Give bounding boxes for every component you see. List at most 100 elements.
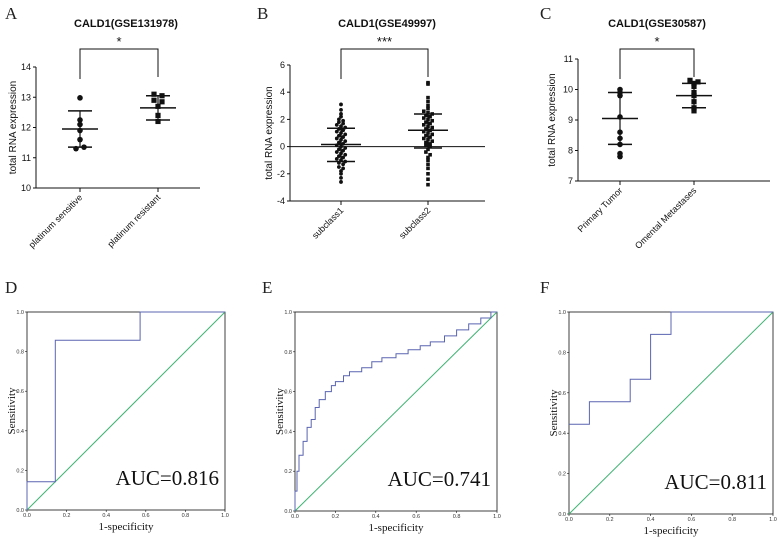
data-point [77,95,83,101]
data-point [339,107,343,112]
x-tick-label: 0.2 [606,517,614,523]
scatter-plot-B: CALD1(GSE49997) -4 -2 0 2 4 6 total RNA express… [264,18,485,241]
series-primary-tumor [602,86,638,160]
data-point [424,120,428,124]
category-label: Omental Metastases [633,185,699,251]
x-tick-label: 0.2 [332,514,340,520]
series-omental-metastases [676,77,712,114]
significance-label: *** [377,34,392,49]
roc-plot-D: 0.00.0 0.2 0.2 0.4 0.4 0.6 0.6 0.8 0.8 1.0 1.0 AUC=… [6,310,229,533]
data-point [339,175,343,180]
category-label: platinum resistant [105,192,162,249]
data-point [426,104,430,108]
data-point [339,112,343,116]
data-point [422,123,426,127]
data-point [424,143,428,148]
data-point [337,154,341,159]
y-tick-label: 0.2 [284,469,292,475]
y-tick-label: 7 [568,176,573,186]
data-point [430,139,434,143]
data-point [428,135,432,139]
data-point [341,148,345,153]
y-axis-label-C: total RNA expression [547,73,558,166]
y-tick-label: 11 [564,54,573,64]
y-tick-label: 2 [280,114,285,124]
y-tick-label: 0.6 [558,391,566,397]
y-tick-label: 0.0 [558,512,566,518]
data-point [334,129,339,134]
reference-diagonal [294,311,498,512]
data-point [428,114,432,119]
data-point [430,118,434,123]
data-point [695,79,701,85]
y-axis-label-B: total RNA expression [264,86,275,179]
data-point [428,121,432,126]
data-point [341,135,345,139]
data-point [424,150,428,154]
data-point [428,144,432,149]
y-tick-label: 0.4 [16,429,24,435]
panel-label-A: A [5,4,18,23]
data-point [343,132,348,137]
plot-frame-E [294,311,498,512]
data-point [426,162,430,167]
y-tick-label: 0.4 [284,429,292,435]
x-axis-label-F: 1-specificity [644,525,699,537]
data-point [339,171,343,176]
data-point [339,180,343,184]
y-tick-label: 0.4 [558,431,566,437]
significance-label: * [116,34,121,49]
x-tick-label: 0.4 [372,514,380,520]
x-tick-label: 0.4 [647,517,655,523]
y-tick-label: 10 [21,183,31,193]
x-tick-label: 0.2 [63,513,71,519]
chart-title-A: CALD1(GSE131978) [74,18,178,30]
data-point [426,99,430,104]
y-tick-label: 1.0 [284,310,292,316]
data-point [424,113,428,118]
reference-diagonal [26,311,226,511]
y-tick-label: 1.0 [558,310,566,316]
y-tick-label: 1.0 [16,310,24,316]
x-tick-label: 0.0 [23,513,31,519]
data-point [617,86,623,93]
panel-label-B: B [257,4,268,23]
y-tick-label: 0.6 [16,389,24,395]
data-point [428,142,432,146]
data-point [426,147,430,152]
series-subclass1 [321,102,361,184]
y-tick-label: 0.0 [16,508,24,514]
series-subclass2 [408,80,448,187]
series-platinum-resistant [140,91,176,125]
data-point [426,182,430,187]
data-point [428,152,432,157]
x-axis-label-D: 1-specificity [99,521,154,533]
y-tick-label: 4 [280,87,285,97]
data-point [341,162,345,167]
data-point [341,121,345,126]
data-point [337,147,341,152]
significance-bracket [79,48,159,79]
category-label: subclass2 [397,205,432,240]
x-tick-label: 1.0 [221,513,229,519]
panel-label-D: D [5,278,17,297]
data-point [424,133,428,138]
significance-label: * [654,34,659,49]
chart-title-C: CALD1(GSE30587) [608,18,706,30]
auc-label: AUC=0.741 [388,467,491,491]
y-tick-label: 0.8 [558,350,566,356]
x-tick-label: 0.6 [412,514,420,520]
y-tick-label: -2 [277,169,285,179]
y-tick-label: 0.8 [16,350,24,356]
panel-label-C: C [540,4,551,23]
data-point [687,77,693,83]
data-point [155,118,161,125]
data-point [337,117,341,122]
data-point [334,156,339,161]
data-point [426,155,430,160]
data-point [343,146,348,150]
data-point [426,95,430,100]
category-label: Primary Tumor [576,185,625,234]
data-point [422,109,426,114]
